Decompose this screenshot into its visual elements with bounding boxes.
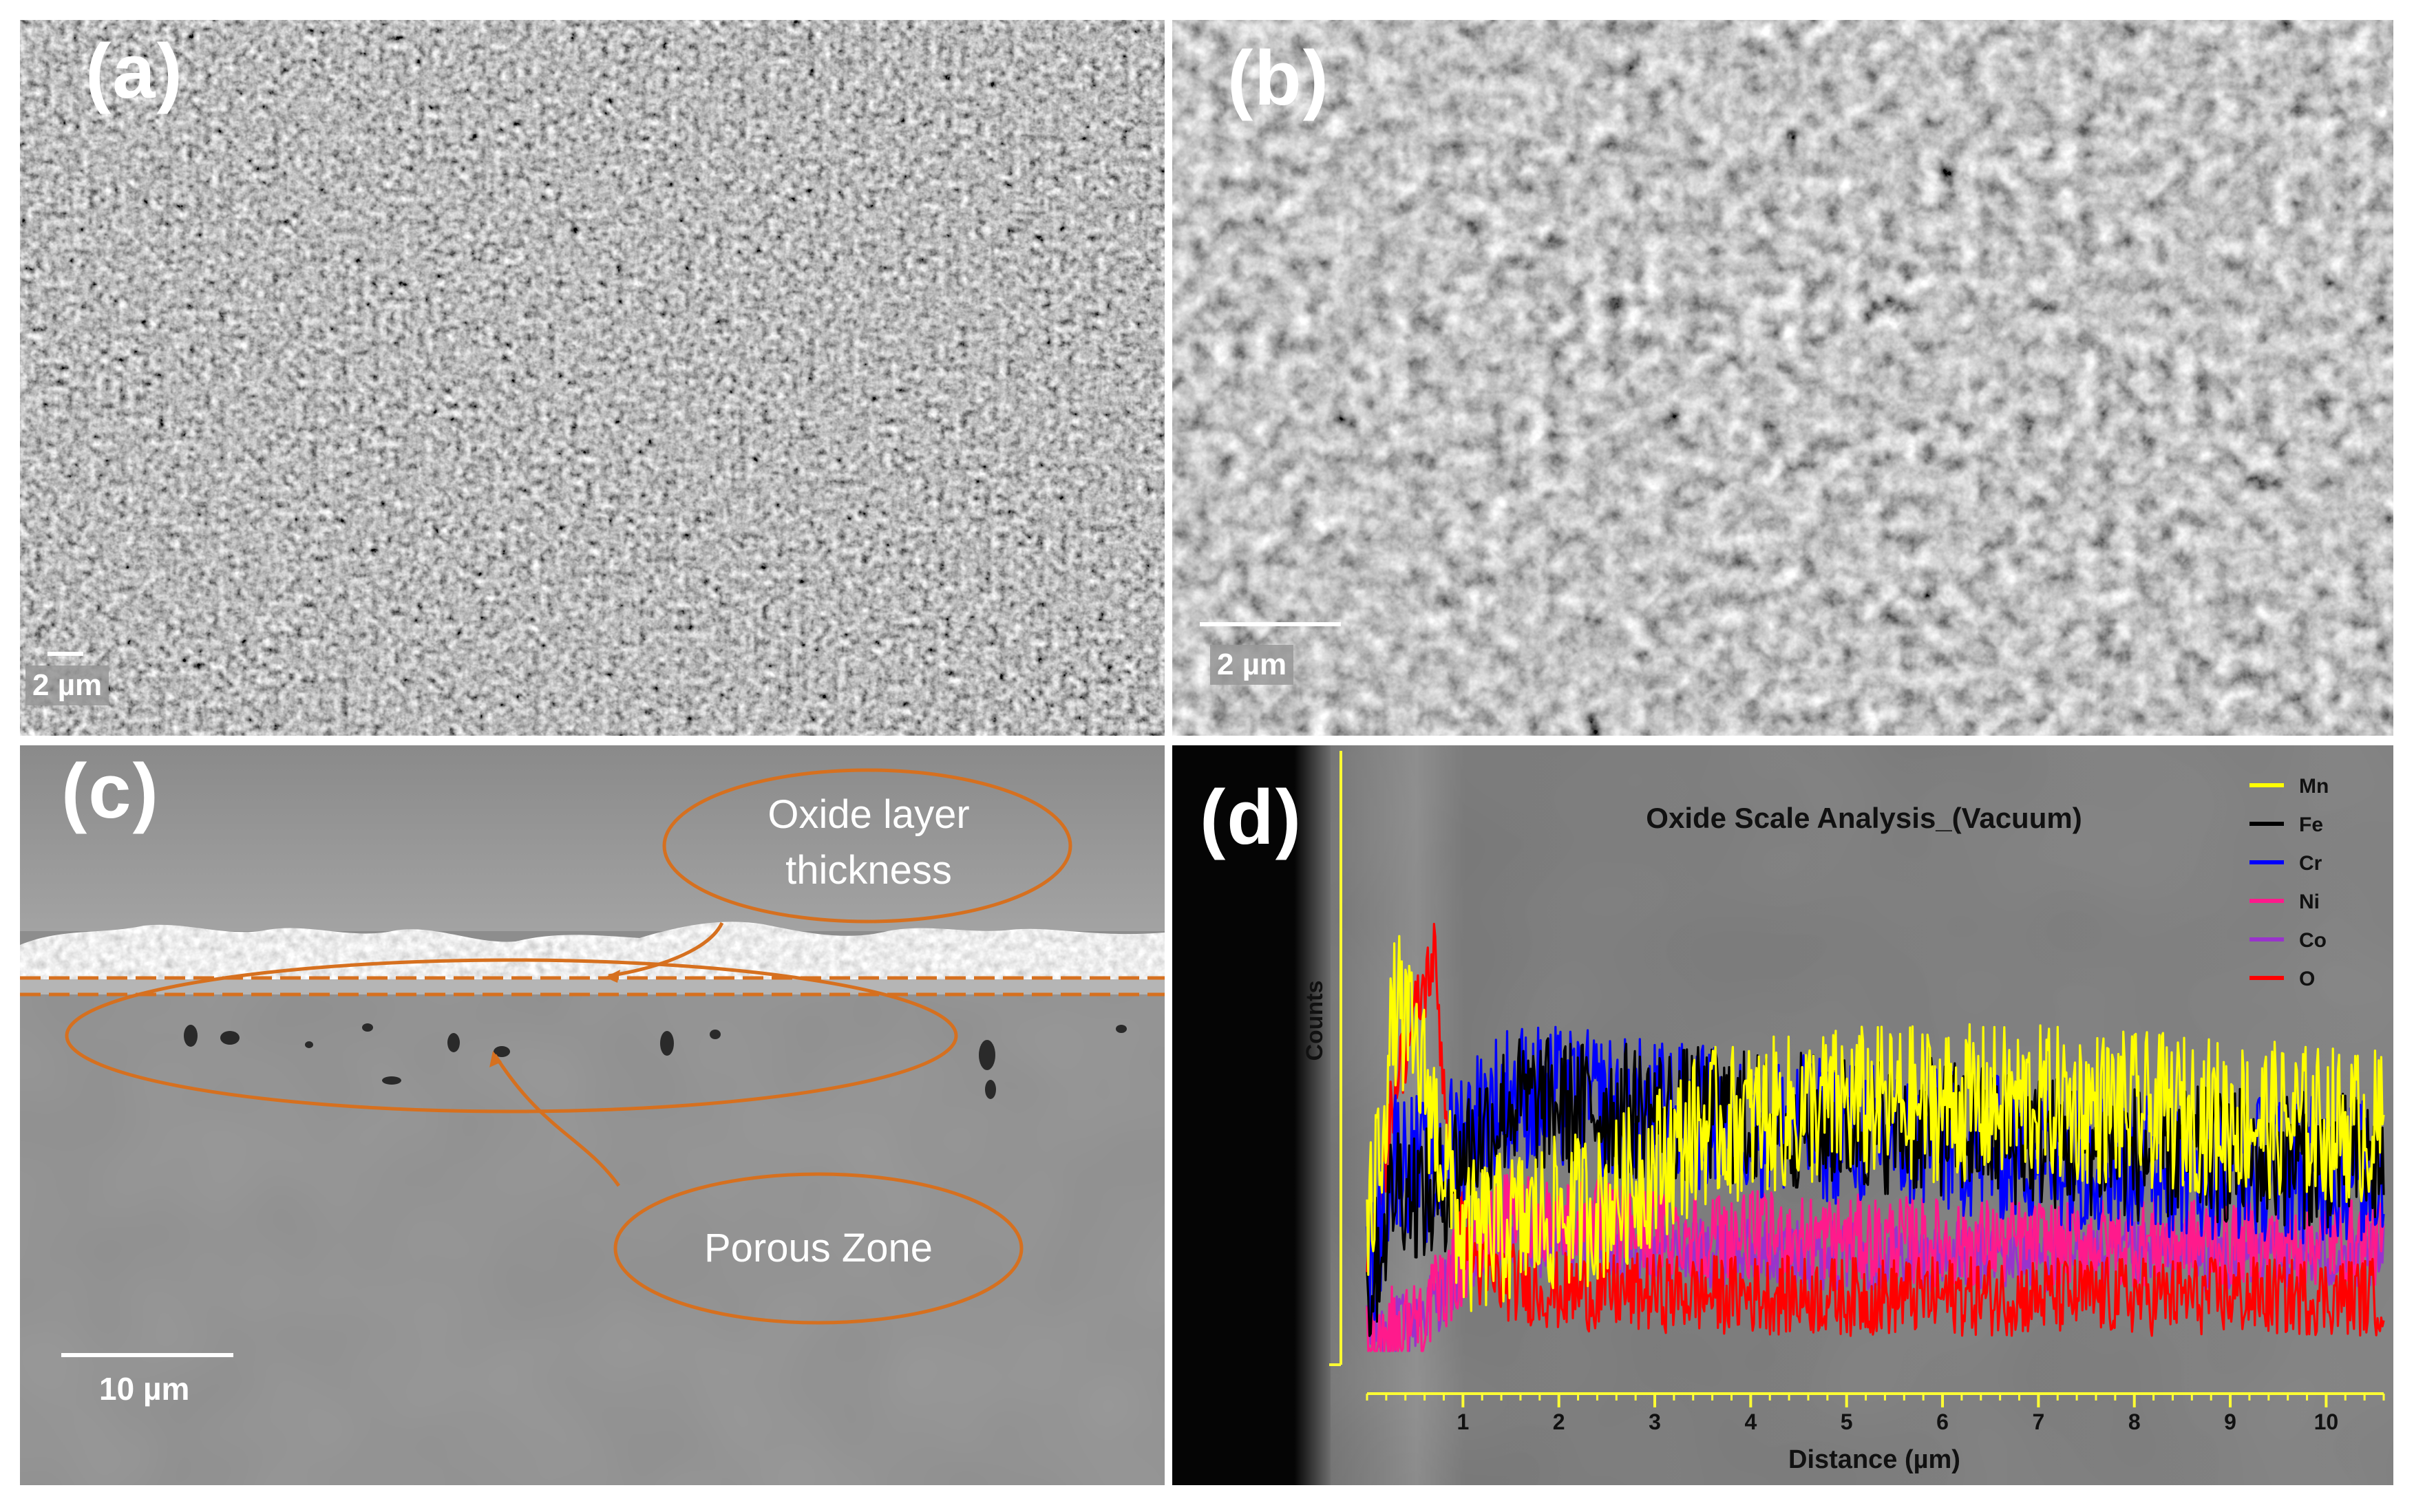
x-tick-label: 2 xyxy=(1553,1409,1565,1434)
mount-region xyxy=(20,745,1165,931)
series-line-O xyxy=(1366,922,2385,1337)
scale-label-a: 2 µm xyxy=(25,666,109,705)
x-tick-label: 6 xyxy=(1936,1409,1949,1434)
legend-label-Mn: Mn xyxy=(2299,775,2329,798)
legend-label-Co: Co xyxy=(2299,929,2327,952)
legend-label-Cr: Cr xyxy=(2299,852,2322,875)
legend-label-O: O xyxy=(2299,968,2315,990)
panel-label-c: (c) xyxy=(61,748,160,834)
panel-label-a: (a) xyxy=(85,28,184,114)
callout-porous-zone: Porous Zone xyxy=(703,1226,933,1270)
chart-ylabel: Counts xyxy=(1302,980,1328,1061)
annotations xyxy=(20,768,1165,1325)
sem-texture-coarse xyxy=(1172,20,2393,736)
series-line-Mn xyxy=(1366,935,2385,1312)
scale-label-c: 10 µm xyxy=(99,1371,190,1407)
x-tick-label: 8 xyxy=(2128,1409,2141,1434)
chart-svg: 1 2 3 4 5 6 7 8 9 10 Mn Fe Cr Ni Co O Oxide Scale Anal… xyxy=(1172,745,2393,1485)
x-tick-label: 4 xyxy=(1744,1409,1757,1434)
scale-label-b: 2 µm xyxy=(1210,645,1294,685)
line-profile-chart: 1 2 3 4 5 6 7 8 9 10 Mn Fe Cr Ni Co O Oxide Scale Anal… xyxy=(1172,745,2393,1485)
chart-xlabel: Distance (µm) xyxy=(1788,1445,1960,1474)
panel-label-d: (d) xyxy=(1200,774,1303,860)
scale-bar-c xyxy=(61,1353,233,1357)
x-tick-label: 10 xyxy=(2314,1409,2339,1434)
callout-oxide-line2: thickness xyxy=(785,848,952,893)
scale-bar-b xyxy=(1200,622,1341,626)
sem-texture-fine xyxy=(20,20,1165,736)
x-tick-label: 9 xyxy=(2224,1409,2236,1434)
scale-bar-a xyxy=(47,652,83,656)
callout-oxide-line1: Oxide layer xyxy=(767,792,970,837)
sem-cross-section-c: (c) Oxide layer thickness Porous Zone 10… xyxy=(20,745,1165,1485)
x-tick-label: 1 xyxy=(1457,1409,1469,1434)
x-tick-label: 3 xyxy=(1649,1409,1661,1434)
pores xyxy=(184,1023,1127,1099)
panel-label-b: (b) xyxy=(1227,35,1331,121)
callout-oxide-thickness: Oxide layer thickness xyxy=(710,787,1027,898)
sem-image-a: (a) 2 µm xyxy=(20,20,1165,736)
x-tick-label: 7 xyxy=(2032,1409,2044,1434)
sem-image-b: (b) 2 µm xyxy=(1172,20,2393,736)
legend-label-Fe: Fe xyxy=(2299,813,2323,836)
cross-section-drawing xyxy=(20,745,1165,1485)
legend-label-Ni: Ni xyxy=(2299,891,2320,913)
x-tick-label: 5 xyxy=(1841,1409,1853,1434)
chart-title: Oxide Scale Analysis_(Vacuum) xyxy=(1646,802,2082,834)
